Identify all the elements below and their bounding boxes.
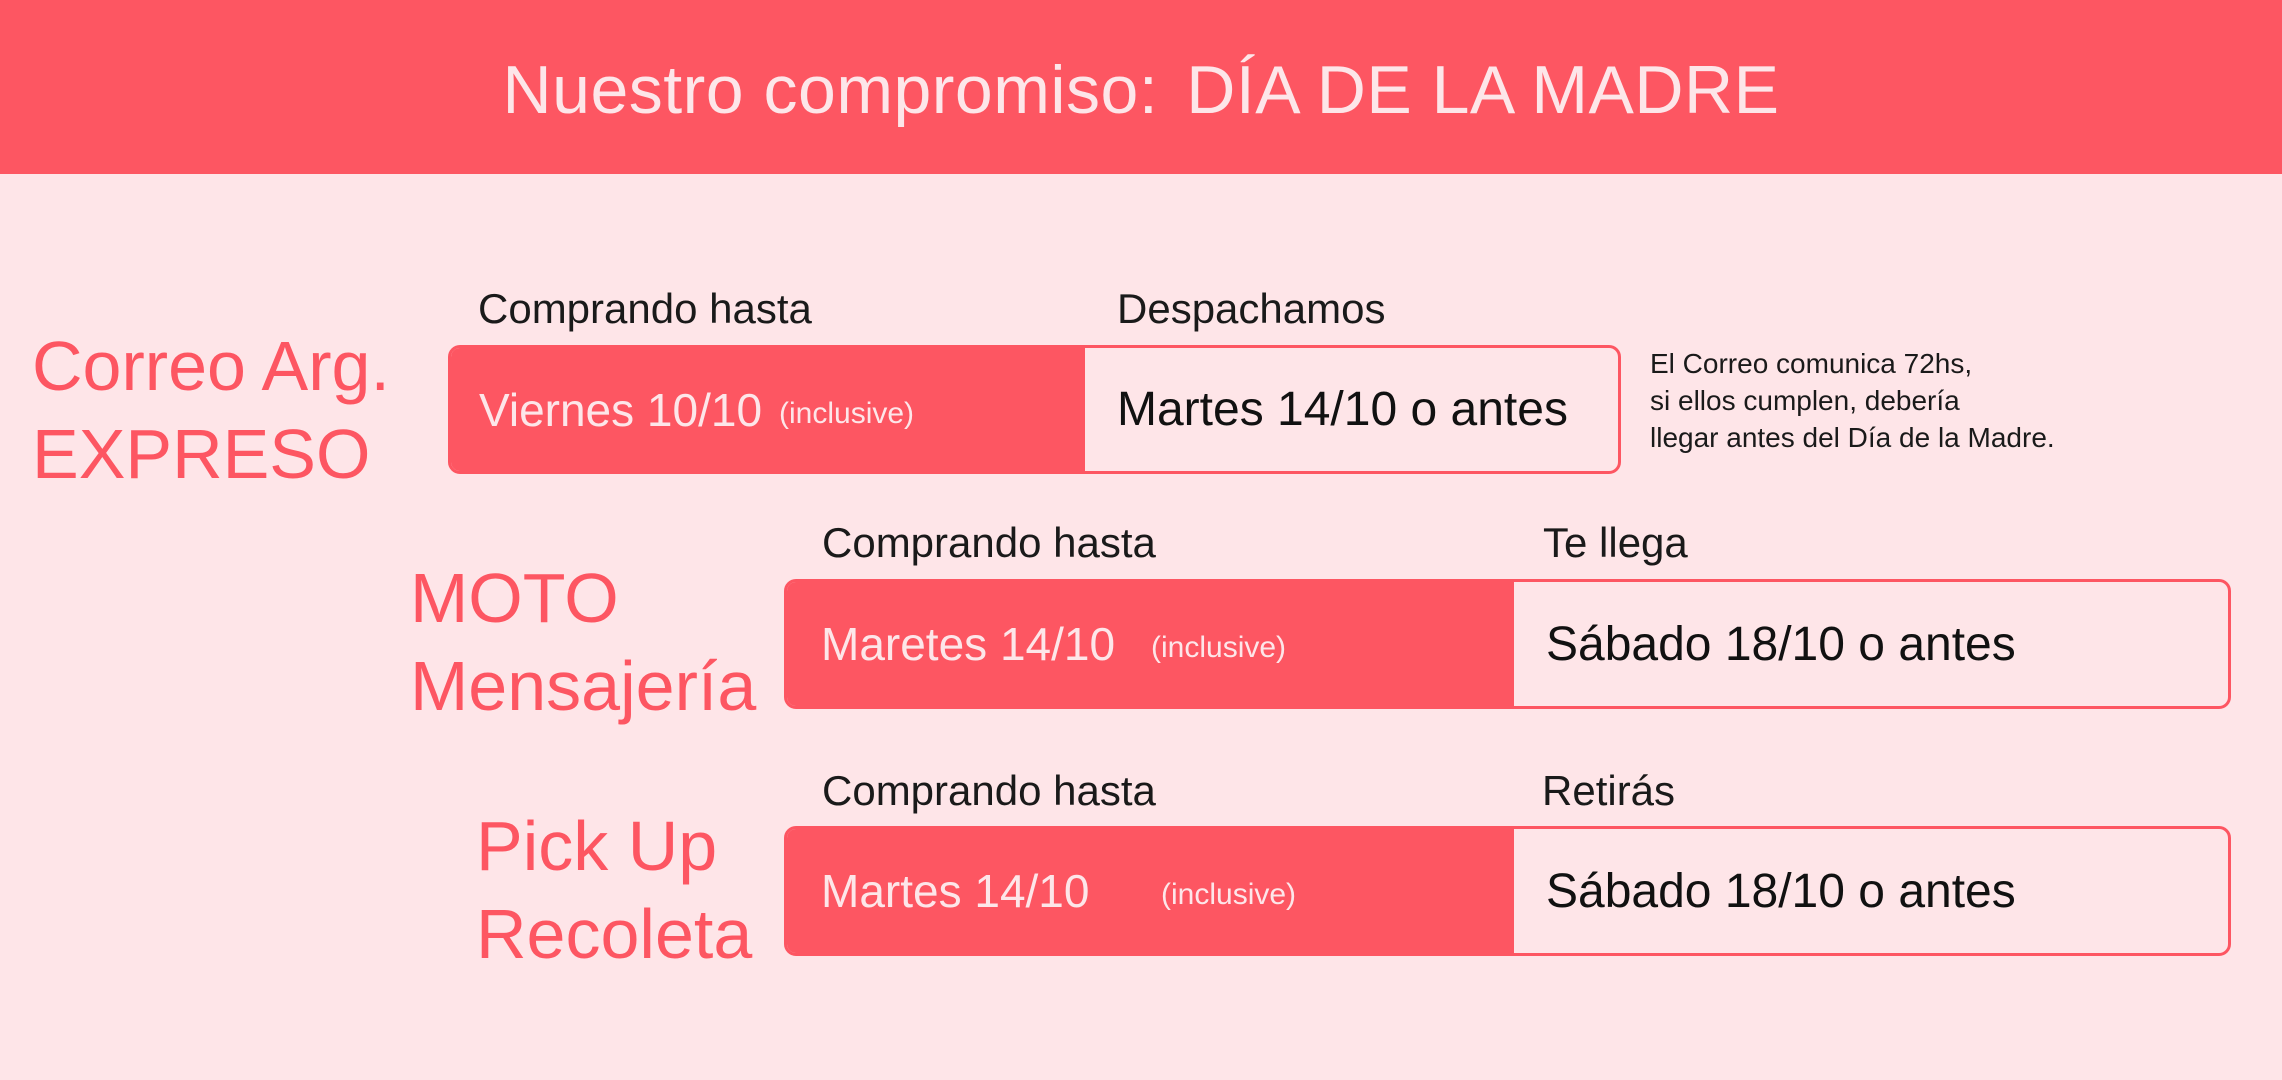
deadline-inclusive-note: (inclusive)	[779, 396, 915, 430]
result-cell: Martes 14/10 o antes	[1085, 348, 1618, 471]
result-date: Sábado 18/10 o antes	[1546, 617, 2016, 671]
header-banner	[0, 0, 2282, 174]
page-title: Nuestro compromiso: DÍA DE LA MADRE	[0, 0, 2282, 180]
label-retiras: Retirás	[1542, 767, 1676, 814]
service-name-line1: Correo Arg.	[32, 327, 390, 405]
result-date: Martes 14/10 o antes	[1117, 383, 1568, 436]
note-line: llegar antes del Día de la Madre.	[1650, 422, 2055, 453]
service-name-correo: Correo Arg. EXPRESO	[32, 322, 390, 498]
page-title-part2: DÍA DE LA MADRE	[1186, 52, 1780, 128]
page-title-part1: Nuestro compromiso:	[502, 52, 1159, 128]
deadline-cell: Martes 14/10 (inclusive)	[787, 829, 1514, 953]
service-name-pickup: Pick Up Recoleta	[476, 802, 752, 978]
deadline-inclusive-note: (inclusive)	[1161, 878, 1297, 912]
deadline-cell: Maretes 14/10 (inclusive)	[787, 582, 1514, 706]
deadline-inclusive-note: (inclusive)	[1151, 631, 1287, 665]
service-name-line2: Recoleta	[476, 895, 753, 973]
label-comprando-hasta: Comprando hasta	[478, 285, 812, 332]
label-despachamos: Despachamos	[1117, 285, 1386, 332]
schedule-box-moto: Maretes 14/10 (inclusive) Sábado 18/10 o…	[784, 579, 2231, 709]
label-comprando-hasta: Comprando hasta	[822, 767, 1156, 814]
note-line: si ellos cumplen, debería	[1650, 385, 1960, 416]
service-name-line1: MOTO	[410, 559, 619, 637]
schedule-box-correo: Viernes 10/10 (inclusive) Martes 14/10 o…	[448, 345, 1621, 474]
deadline-date: Martes 14/10	[821, 865, 1090, 917]
label-te-llega: Te llega	[1543, 519, 1688, 566]
note-line: El Correo comunica 72hs,	[1650, 348, 1973, 379]
service-name-line2: Mensajería	[410, 647, 757, 725]
correo-note: El Correo comunica 72hs, si ellos cumple…	[1650, 345, 2055, 456]
result-cell: Sábado 18/10 o antes	[1514, 582, 2228, 706]
deadline-date: Maretes 14/10	[821, 618, 1116, 670]
label-comprando-hasta: Comprando hasta	[822, 519, 1156, 566]
deadline-cell: Viernes 10/10 (inclusive)	[451, 348, 1085, 471]
service-name-line2: EXPRESO	[32, 415, 371, 493]
deadline-date: Viernes 10/10	[479, 383, 763, 436]
service-name-moto: MOTO Mensajería	[410, 554, 756, 730]
result-cell: Sábado 18/10 o antes	[1514, 829, 2228, 953]
schedule-box-pickup: Martes 14/10 (inclusive) Sábado 18/10 o …	[784, 826, 2231, 956]
service-name-line1: Pick Up	[476, 807, 718, 885]
result-date: Sábado 18/10 o antes	[1546, 864, 2016, 918]
